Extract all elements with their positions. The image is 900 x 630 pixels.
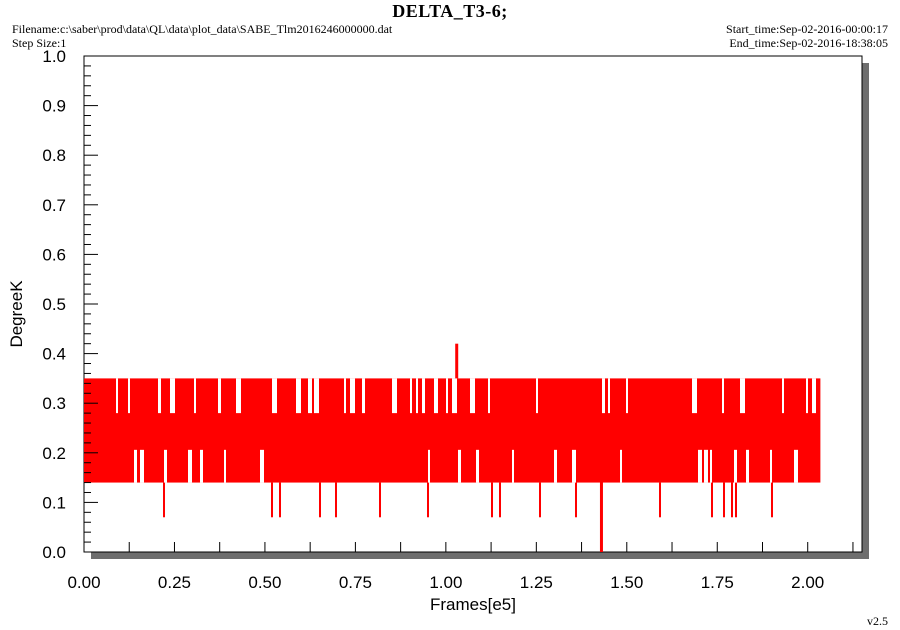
series-gap — [344, 378, 346, 414]
series-gap — [608, 378, 610, 414]
series-gap — [722, 378, 724, 414]
y-axis-title: DegreeK — [7, 280, 26, 348]
series-gap — [272, 378, 277, 414]
series-gap — [446, 378, 448, 414]
series-gap — [434, 378, 438, 414]
series-gap — [416, 378, 418, 414]
data-layer — [84, 343, 821, 552]
series-gap — [200, 449, 203, 483]
series-gap — [140, 449, 144, 483]
series-gap — [194, 378, 196, 414]
ticks-layer: 0.0 0.1 0.2 0.3 0.4 0.5 0.6 0.7 0.8 0.9 1.0 0.00 0.2… — [42, 47, 854, 592]
series-gap — [260, 449, 264, 483]
series-gap — [134, 449, 137, 483]
filename-label: Filename:c:\saber\prod\data\QL\data\plot… — [12, 22, 393, 36]
series-gap — [224, 449, 226, 483]
x-tick-label: 2.00 — [791, 573, 824, 592]
chart-title: DELTA_T3-6; — [392, 1, 508, 21]
series-gap — [572, 449, 576, 483]
y-tick-label: 0.7 — [42, 196, 66, 215]
series-gap — [512, 449, 514, 483]
series-gap — [128, 378, 130, 414]
y-tick-label: 0.5 — [42, 295, 66, 314]
series-gap — [794, 449, 798, 483]
series-gap — [188, 449, 192, 483]
y-tick-label: 1.0 — [42, 47, 66, 66]
y-tick-label: 0.0 — [42, 543, 66, 562]
y-tick-label: 0.1 — [42, 493, 66, 512]
series-gap — [410, 378, 412, 414]
y-tick-label: 0.4 — [42, 345, 66, 364]
y-tick-label: 0.2 — [42, 444, 66, 463]
series-gap — [710, 449, 712, 483]
series-gap — [362, 378, 365, 414]
x-axis-title: Frames[e5] — [430, 595, 516, 614]
x-tick-label: 0.00 — [67, 573, 100, 592]
series-gap — [476, 449, 479, 483]
end-time-label: End_time:Sep-02-2016-18:38:05 — [729, 36, 888, 50]
series-gap — [350, 378, 355, 414]
y-tick-label: 0.9 — [42, 97, 66, 116]
x-tick-label: 0.50 — [248, 573, 281, 592]
x-tick-label: 1.25 — [520, 573, 553, 592]
series-gap — [158, 378, 161, 414]
series-gap — [626, 378, 628, 414]
series-gap — [116, 378, 118, 414]
series-gap — [392, 378, 397, 414]
series-gap — [734, 449, 737, 483]
series-gap — [314, 378, 319, 414]
series-gap — [782, 378, 784, 414]
series-gap — [164, 449, 167, 483]
series-gap — [296, 378, 301, 414]
x-tick-label: 0.25 — [158, 573, 191, 592]
series-gap — [620, 449, 622, 483]
version-label: v2.5 — [867, 614, 888, 628]
y-tick-label: 0.6 — [42, 245, 66, 264]
series-gap — [746, 449, 749, 483]
series-gap — [236, 378, 241, 414]
series-gap — [806, 378, 808, 414]
series-gap — [428, 449, 430, 483]
y-tick-label: 0.8 — [42, 146, 66, 165]
x-tick-label: 0.75 — [339, 573, 372, 592]
series-gap — [770, 449, 772, 483]
series-gap — [698, 449, 702, 483]
series-gap — [452, 378, 457, 414]
series-gap — [740, 378, 745, 414]
series-gap — [704, 449, 708, 483]
series-gap — [602, 378, 605, 414]
series-gap — [422, 378, 425, 414]
series-gap — [458, 449, 461, 483]
series-gap — [170, 378, 175, 414]
series-gap — [812, 378, 816, 414]
x-tick-label: 1.00 — [429, 573, 462, 592]
x-tick-label: 1.50 — [610, 573, 643, 592]
series-gap — [470, 378, 475, 414]
series-gap — [692, 378, 697, 414]
x-tick-label: 1.75 — [701, 573, 734, 592]
series-gap — [554, 449, 557, 483]
start-time-label: Start_time:Sep-02-2016-00:00:17 — [726, 22, 888, 36]
series-gap — [308, 378, 312, 414]
y-tick-label: 0.3 — [42, 394, 66, 413]
series-gap — [536, 378, 538, 414]
series-gap — [488, 378, 490, 414]
step-size-label: Step Size:1 — [12, 36, 67, 50]
series-gap — [218, 378, 221, 414]
